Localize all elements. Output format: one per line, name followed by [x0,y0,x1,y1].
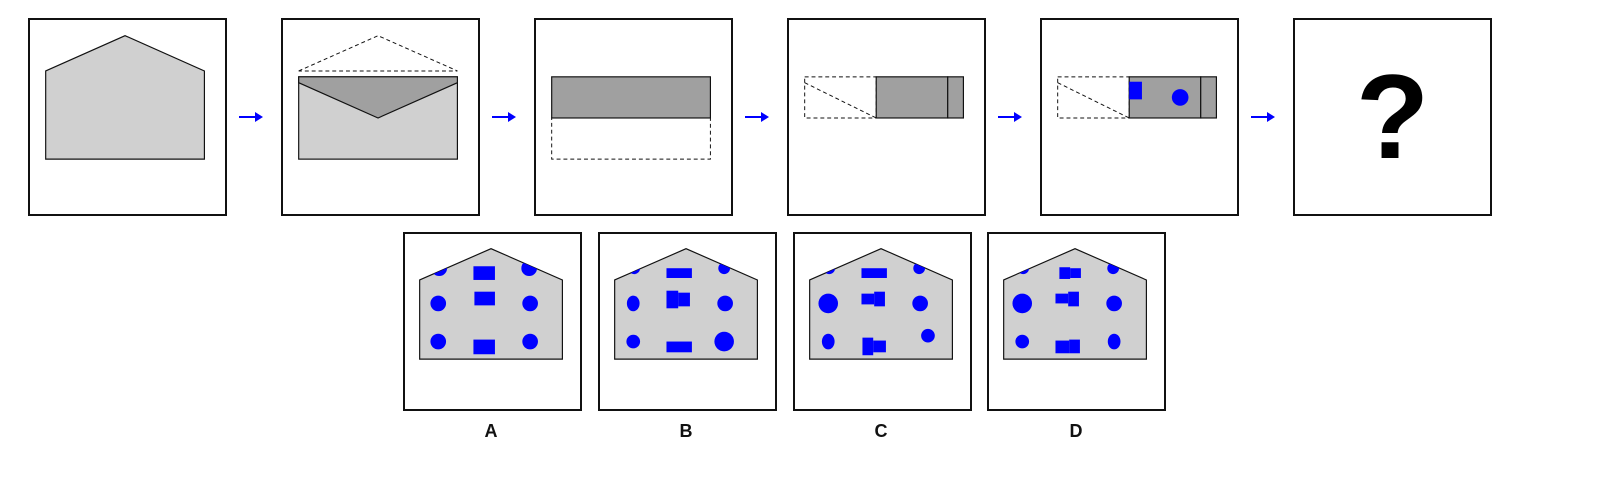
step-1-panel [28,18,227,216]
arrow-icon [239,112,263,122]
option-a-label[interactable]: A [484,421,498,441]
arrow-icon [998,112,1022,122]
option-b-panel[interactable] [598,232,777,411]
step-3-panel [534,18,733,216]
arrow-icon [745,112,769,122]
option-d-panel[interactable] [987,232,1166,411]
option-a-figure [419,248,563,360]
punched-strip-icon [1057,76,1218,119]
option-d-figure [1003,248,1147,360]
house-pentagon-icon [45,35,206,160]
step-4-panel [787,18,986,216]
option-d-label[interactable]: D [1069,421,1083,441]
circle-hole-mark [1171,89,1189,106]
answer-panel: ? [1293,18,1492,216]
strip-fold-up-icon [551,76,712,160]
option-a-panel[interactable] [403,232,582,411]
step-5-panel [1040,18,1239,216]
step-2-panel [281,18,480,216]
question-mark: ? [1355,50,1430,184]
option-b-label[interactable]: B [679,421,693,441]
arrow-icon [492,112,516,122]
option-b-figure [614,248,758,360]
arrow-icon [1251,112,1275,122]
option-c-label[interactable]: C [874,421,888,441]
option-c-figure [809,248,953,360]
square-hole-mark [1129,81,1142,100]
envelope-fold-down-icon [298,35,459,160]
strip-fold-left-icon [804,76,965,119]
option-c-panel[interactable] [793,232,972,411]
